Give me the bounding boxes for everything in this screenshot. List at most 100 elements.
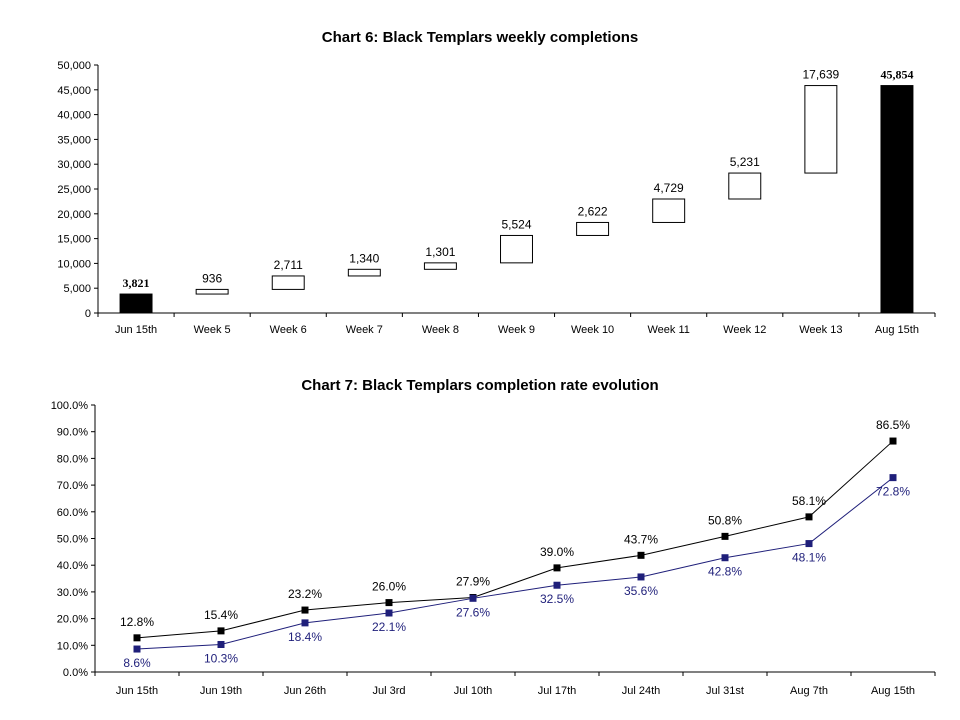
x-tick-label: Jul 17th bbox=[538, 685, 577, 697]
data-labels: 12.8% 15.4% 23.2% 26.0% 27.9% 39.0% 43.7% 50.8%… bbox=[120, 418, 910, 670]
series-2-label: 10.3% bbox=[204, 651, 238, 665]
bars bbox=[119, 85, 914, 314]
series-1-point bbox=[301, 606, 309, 614]
chart-title: Chart 6: Black Templars weekly completio… bbox=[322, 29, 639, 46]
delta-bar bbox=[576, 221, 610, 236]
bar-value-label: 2,622 bbox=[578, 204, 608, 218]
y-tick-label: 30.0% bbox=[57, 587, 88, 599]
bar-value-label: 45,854 bbox=[880, 68, 913, 82]
series-2-point bbox=[553, 581, 561, 589]
y-tick-label: 30,000 bbox=[57, 159, 91, 171]
bar-value-label: 5,231 bbox=[730, 155, 760, 169]
series-2-label: 35.6% bbox=[624, 584, 658, 598]
series-1-point bbox=[217, 627, 225, 635]
x-tick-label: Jul 24th bbox=[622, 685, 661, 697]
series-2-point bbox=[889, 474, 897, 482]
series-2-label: 27.6% bbox=[456, 605, 490, 619]
x-tick-label: Week 7 bbox=[346, 324, 383, 336]
y-tick-label: 35,000 bbox=[57, 134, 91, 146]
y-tick-label: 60.0% bbox=[57, 507, 88, 519]
series-2-label: 22.1% bbox=[372, 620, 406, 634]
x-tick-label: Jun 26th bbox=[284, 685, 326, 697]
series-1-point bbox=[721, 532, 729, 540]
x-tick-label: Jul 3rd bbox=[372, 685, 405, 697]
x-tick-label: Week 11 bbox=[647, 324, 689, 336]
series-1-label: 12.8% bbox=[120, 615, 154, 629]
series-2-point bbox=[721, 554, 729, 562]
series-2-label: 42.8% bbox=[708, 565, 742, 579]
series-1-label: 50.8% bbox=[708, 513, 742, 527]
x-tick-label: Jul 10th bbox=[454, 685, 493, 697]
series-2-point bbox=[133, 645, 141, 653]
series-1-point bbox=[553, 564, 561, 572]
y-tick-label: 50.0% bbox=[57, 534, 88, 546]
series-1-label: 86.5% bbox=[876, 418, 910, 432]
y-tick-label: 100.0% bbox=[51, 400, 89, 412]
series-2-point bbox=[637, 573, 645, 581]
series-1-point bbox=[805, 513, 813, 521]
y-tick-label: 5,000 bbox=[63, 283, 91, 295]
delta-bar bbox=[423, 262, 457, 270]
series-1-point bbox=[385, 599, 393, 607]
delta-bar bbox=[500, 234, 533, 264]
bar-value-label: 3,821 bbox=[123, 276, 150, 290]
series-1-point bbox=[133, 634, 141, 642]
delta-bar bbox=[271, 275, 305, 290]
series-points bbox=[133, 437, 897, 653]
y-tick-label: 20,000 bbox=[57, 209, 91, 221]
series-2-label: 48.1% bbox=[792, 551, 826, 565]
series-2-label: 32.5% bbox=[540, 592, 574, 606]
series-2-point bbox=[301, 619, 309, 627]
x-axis-ticks: Jun 15th Jun 19th Jun 26th Jul 3rd Jul 10th J… bbox=[94, 672, 936, 697]
delta-bar bbox=[347, 268, 381, 277]
bar-value-label: 17,639 bbox=[803, 68, 840, 82]
x-axis-ticks: Jun 15th Week 5 Week 6 Week 7 Week 8 Week 9 We… bbox=[97, 313, 936, 336]
y-tick-label: 10.0% bbox=[57, 640, 88, 652]
bar-value-label: 5,524 bbox=[501, 217, 531, 231]
y-tick-label: 90.0% bbox=[57, 427, 88, 439]
x-tick-label: Week 8 bbox=[422, 324, 459, 336]
x-tick-label: Jul 31st bbox=[706, 685, 744, 697]
series-2-label: 18.4% bbox=[288, 630, 322, 644]
series-2-label: 72.8% bbox=[876, 485, 910, 499]
x-tick-label: Aug 7th bbox=[790, 685, 828, 697]
delta-bar bbox=[195, 288, 229, 295]
series-1-label: 58.1% bbox=[792, 494, 826, 508]
series-1-point bbox=[889, 437, 897, 445]
delta-bar bbox=[728, 172, 762, 200]
y-tick-label: 70.0% bbox=[57, 480, 88, 492]
y-tick-label: 45,000 bbox=[57, 85, 91, 97]
x-tick-label: Jun 15th bbox=[115, 324, 157, 336]
y-tick-label: 0.0% bbox=[63, 667, 88, 679]
completion-rate-chart: Chart 7: Black Templars completion rate … bbox=[51, 377, 936, 697]
bar-value-label: 936 bbox=[202, 271, 222, 285]
y-tick-label: 15,000 bbox=[57, 234, 91, 246]
bar-value-label: 2,711 bbox=[274, 258, 303, 272]
y-axis-ticks: 0 5,000 10,000 15,000 20,000 25,000 30,000 35,0… bbox=[57, 60, 98, 320]
series-2-point bbox=[385, 609, 393, 617]
series-2-point bbox=[469, 594, 477, 602]
series-1-label: 15.4% bbox=[204, 608, 238, 622]
data-labels: 3,821 936 2,711 1,340 1,301 5,524 2,622 4,729 5,… bbox=[123, 68, 914, 290]
bar-value-label: 1,340 bbox=[349, 251, 379, 265]
series-1-label: 26.0% bbox=[372, 580, 406, 594]
x-tick-label: Jun 15th bbox=[116, 685, 158, 697]
bar-value-label: 1,301 bbox=[425, 245, 455, 259]
y-tick-label: 0 bbox=[85, 308, 91, 320]
y-tick-label: 40,000 bbox=[57, 110, 91, 122]
delta-bar bbox=[804, 85, 838, 174]
series-1-label: 23.2% bbox=[288, 587, 322, 601]
x-tick-label: Aug 15th bbox=[875, 324, 919, 336]
series-1-point bbox=[637, 551, 645, 559]
series-2-point bbox=[217, 640, 225, 648]
y-axis-ticks: 0.0% 10.0% 20.0% 30.0% 40.0% 50.0% 60.0% 70.0% 8… bbox=[51, 400, 95, 679]
x-tick-label: Week 5 bbox=[194, 324, 231, 336]
x-tick-label: Week 13 bbox=[799, 324, 842, 336]
total-bar bbox=[119, 293, 153, 314]
series-1-label: 43.7% bbox=[624, 532, 658, 546]
y-tick-label: 80.0% bbox=[57, 453, 88, 465]
series-2-point bbox=[805, 540, 813, 548]
delta-bar bbox=[652, 198, 686, 223]
y-tick-label: 20.0% bbox=[57, 614, 88, 626]
x-tick-label: Jun 19th bbox=[200, 685, 242, 697]
